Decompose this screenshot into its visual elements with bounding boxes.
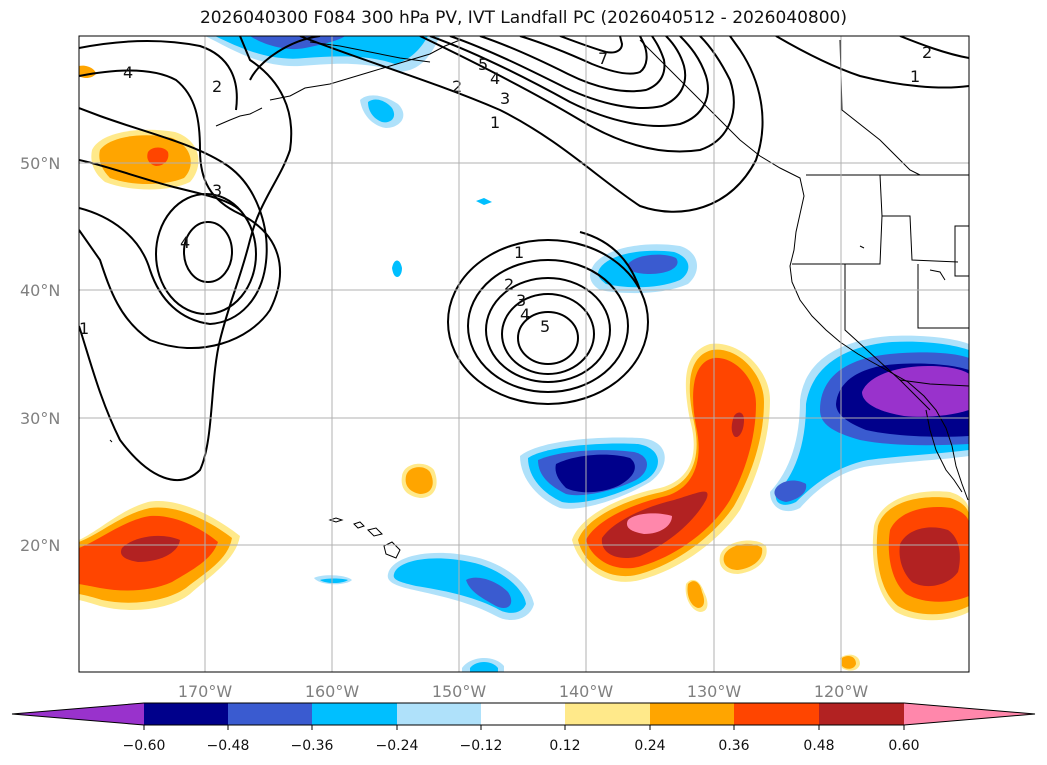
contour-label: 2 [452,77,462,96]
ivt-blob-alaska [205,36,440,128]
colorbar-tick-label: 0.24 [634,738,665,754]
lat-label: 50°N [20,154,60,173]
colorbar-extend-right [904,703,1035,725]
contour-label: 5 [478,55,488,74]
colorbar-tick-label: −0.24 [376,738,419,754]
map-title: 2026040300 F084 300 hPa PV, IVT Landfall… [199,8,847,28]
contour-label: 3 [212,181,222,200]
colorbar-tick-label: −0.48 [207,738,250,754]
colorbar-bin [565,703,650,725]
pv-contours [79,36,969,481]
colorbar-bin [650,703,734,725]
ivt-blob-central [520,437,665,509]
colorbar-bin [144,703,228,725]
colorbar-bin [397,703,481,725]
colorbar-bin [819,703,904,725]
colorbar-tick-marks [143,725,905,730]
lat-label: 30°N [20,409,60,428]
colorbar-tick-label: −0.12 [460,738,503,754]
contour-label: 4 [520,305,530,324]
colorbar-tick-label: 0.36 [718,738,749,754]
ivt-blob-southwest-warm [79,501,240,610]
contour-label: 1 [514,243,524,262]
latitude-labels: 50°N 40°N 30°N 20°N [20,154,60,555]
ivt-blob-small [476,198,492,205]
contour-label: 2 [212,77,222,96]
colorbar-tick-label: −0.60 [123,738,166,754]
ivt-blob-hawaii [314,552,534,672]
contour-label: 1 [490,113,500,132]
ivt-blob-central-north [590,244,698,294]
colorbar-bin [481,703,565,725]
pv-contour-labels: 4 2 3 4 1 5 4 3 2 1 7 1 2 3 4 5 2 1 [79,43,932,338]
colorbar-tick-label: 0.60 [888,738,919,754]
lon-label: 140°W [559,682,614,701]
lon-label: 160°W [305,682,360,701]
colorbar-tick-label: 0.48 [803,738,834,754]
contour-label: 5 [540,317,550,336]
contour-label: 4 [180,233,190,252]
contour-label: 3 [516,291,526,310]
coastlines [109,39,969,559]
contour-label: 1 [79,319,89,338]
contour-label: 2 [504,275,514,294]
ivt-blob-east-warm [872,491,969,621]
colorbar: −0.60 −0.48 −0.36 −0.24 −0.12 0.12 0.24 … [11,702,1036,754]
lon-label: 170°W [178,682,233,701]
plot-frame [78,35,970,673]
ivt-blob-small [392,260,402,278]
longitude-labels: 170°W 160°W 150°W 140°W 130°W 120°W [178,682,869,701]
colorbar-tick-label: −0.36 [291,738,334,754]
colorbar-bin [312,703,397,725]
contour-label: 7 [598,49,608,68]
contour-label: 2 [922,43,932,62]
colorbar-bin [734,703,819,725]
lon-label: 120°W [814,682,869,701]
ivt-blob-small-warm [401,463,860,671]
lat-label: 20°N [20,536,60,555]
colorbar-tick-label: 0.12 [549,738,580,754]
contour-label: 4 [123,63,133,82]
grid-lines [79,36,969,672]
contour-label: 4 [490,69,500,88]
colorbar-bin [228,703,312,725]
lon-label: 130°W [687,682,742,701]
contour-label: 1 [910,67,920,86]
lat-label: 40°N [20,281,60,300]
contour-label: 3 [500,89,510,108]
colorbar-extend-left [12,703,144,725]
lon-label: 150°W [432,682,487,701]
